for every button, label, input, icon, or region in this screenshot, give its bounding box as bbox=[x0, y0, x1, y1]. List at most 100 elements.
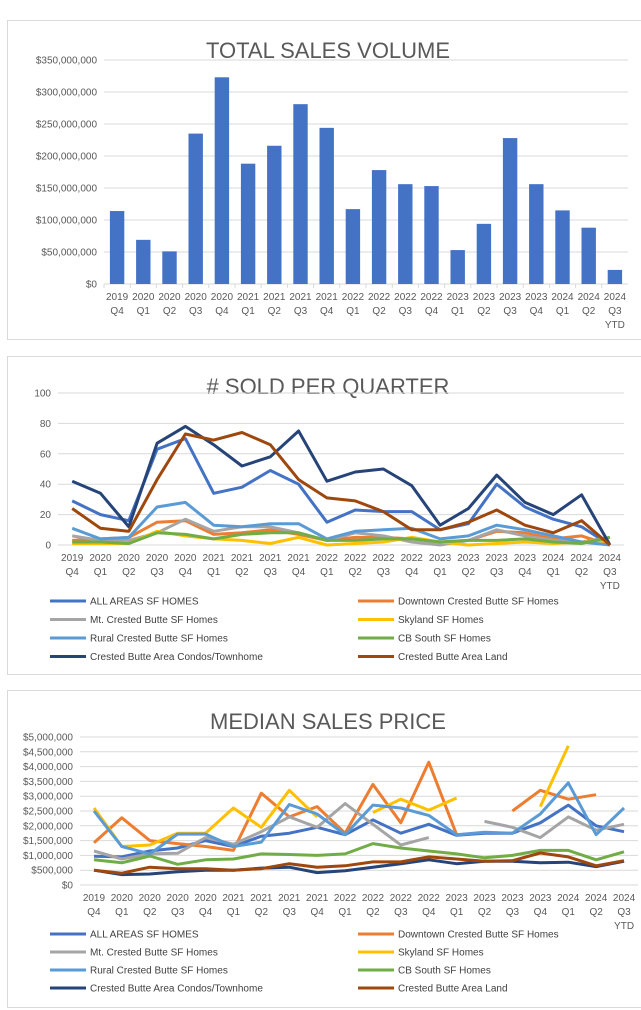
x-tick-label: 2019 Q4 bbox=[83, 893, 106, 918]
bar bbox=[607, 269, 623, 284]
legend-label: Crested Butte Area Condos/Townhome bbox=[90, 984, 263, 995]
x-tick-label: 2023 Q1 bbox=[429, 553, 452, 578]
legend-label: Downtown Crested Butte SF Homes bbox=[398, 597, 559, 608]
series-line bbox=[71, 431, 611, 547]
x-tick-label: 2023 Q3 bbox=[499, 292, 522, 317]
chart-title: MEDIAN SALES PRICE bbox=[210, 709, 446, 734]
x-tick-label: 2022 Q1 bbox=[316, 553, 339, 578]
x-tick-label: 2022 Q2 bbox=[344, 553, 367, 578]
x-tick-label: 2024 Q1 bbox=[551, 292, 574, 317]
x-tick-label: 2021 Q2 bbox=[250, 893, 273, 918]
x-tick-label: 2023 Q4 bbox=[529, 893, 552, 918]
x-tick-label: 2023 Q3 bbox=[486, 553, 509, 578]
x-tick-label: 2023 Q3 bbox=[501, 893, 524, 918]
x-tick-label: 2021 Q4 bbox=[287, 553, 310, 578]
bar bbox=[371, 170, 387, 284]
x-tick-label: 2021 Q4 bbox=[306, 893, 329, 918]
legend-label: Mt. Crested Butte SF Homes bbox=[90, 948, 218, 959]
bar bbox=[529, 184, 544, 284]
y-tick-label: $1,000,000 bbox=[23, 851, 73, 862]
x-tick-label: 2023 Q2 bbox=[473, 893, 496, 918]
legend-label: Crested Butte Area Land bbox=[398, 984, 508, 995]
y-tick-label: $150,000,000 bbox=[36, 184, 98, 195]
series-line bbox=[92, 760, 597, 852]
bar bbox=[345, 209, 361, 284]
y-tick-label: 20 bbox=[40, 510, 52, 521]
x-tick-label: 2021 Q2 bbox=[231, 553, 254, 578]
x-tick-label: 2021 Q2 bbox=[263, 292, 286, 317]
series-line bbox=[92, 781, 626, 856]
series-line bbox=[71, 437, 611, 547]
bar bbox=[476, 223, 492, 284]
total-sales-volume-panel: TOTAL SALES VOLUME $0 $50,000,000 $100,000… bbox=[7, 20, 641, 340]
chart-title: TOTAL SALES VOLUME bbox=[206, 38, 450, 63]
y-tick-label: $0 bbox=[86, 280, 98, 291]
x-tick-label: 2024 Q2 bbox=[570, 553, 593, 578]
y-tick-label: $350,000,000 bbox=[36, 56, 98, 67]
x-tick-label: 2020 Q2 bbox=[139, 893, 162, 918]
x-tick-label: 2023 Q1 bbox=[447, 292, 470, 317]
x-tick-label: 2020 Q3 bbox=[167, 893, 190, 918]
y-tick-label: $1,500,000 bbox=[23, 836, 73, 847]
x-tick-label: 2024 Q1 bbox=[557, 893, 580, 918]
y-tick-label: $50,000,000 bbox=[41, 248, 97, 259]
series-line bbox=[72, 531, 611, 545]
bar bbox=[188, 133, 203, 284]
bar bbox=[424, 186, 439, 284]
y-tick-label: $500,000 bbox=[31, 866, 73, 877]
series-line bbox=[71, 424, 612, 546]
x-tick-label: 2020 Q1 bbox=[89, 553, 112, 578]
x-tick-label: 2023 Q2 bbox=[457, 553, 480, 578]
x-tick-label: 2022 Q3 bbox=[390, 893, 413, 918]
y-tick-label: $5,000,000 bbox=[23, 733, 73, 744]
bar bbox=[109, 211, 125, 284]
y-tick-label: $3,000,000 bbox=[23, 792, 73, 803]
x-tick-label: 2022 Q4 bbox=[401, 553, 424, 578]
legend-label: Downtown Crested Butte SF Homes bbox=[398, 930, 559, 941]
chart-title: # SOLD PER QUARTER bbox=[207, 374, 450, 399]
legend-label: Mt. Crested Butte SF Homes bbox=[90, 615, 218, 626]
legend-label: Skyland SF Homes bbox=[398, 615, 484, 626]
series-line bbox=[93, 803, 625, 859]
x-tick-label: 2020 Q2 bbox=[158, 292, 181, 317]
x-tick-label: 2022 Q4 bbox=[418, 893, 441, 918]
x-tick-label: 2021 Q3 bbox=[289, 292, 312, 317]
y-tick-label: 80 bbox=[40, 419, 52, 430]
total-sales-volume-chart: TOTAL SALES VOLUME $0 $50,000,000 $100,000… bbox=[36, 38, 628, 331]
bar bbox=[267, 145, 282, 284]
y-tick-label: 100 bbox=[34, 389, 51, 400]
x-tick-label: 2022 Q1 bbox=[342, 292, 365, 317]
x-tick-label: 2020 Q1 bbox=[132, 292, 155, 317]
y-tick-label: $3,500,000 bbox=[23, 777, 73, 788]
x-tick-label: 2021 Q3 bbox=[278, 893, 301, 918]
bar bbox=[293, 104, 308, 284]
legend-label: ALL AREAS SF HOMES bbox=[90, 597, 199, 608]
sold-per-quarter-panel: # SOLD PER QUARTER 0 20 40 60 80 100 2019 Q4 202… bbox=[7, 356, 641, 675]
x-tick-label: 2022 Q3 bbox=[394, 292, 417, 317]
y-tick-label: $4,000,000 bbox=[23, 762, 73, 773]
x-tick-label: 2021 Q3 bbox=[259, 553, 282, 578]
x-tick-label: 2020 Q2 bbox=[118, 553, 141, 578]
series-line bbox=[93, 858, 625, 877]
x-tick-label: 2020 Q1 bbox=[111, 893, 134, 918]
bar bbox=[502, 138, 518, 284]
legend-label: CB South SF Homes bbox=[398, 634, 491, 645]
x-tick-label: 2024 Q3 YTD bbox=[604, 292, 627, 331]
x-tick-label: 2024 Q1 bbox=[542, 553, 565, 578]
bar bbox=[581, 227, 596, 284]
bar bbox=[240, 163, 256, 284]
y-tick-label: $2,000,000 bbox=[23, 821, 73, 832]
x-tick-label: 2023 Q4 bbox=[525, 292, 548, 317]
legend-label: Crested Butte Area Condos/Townhome bbox=[90, 652, 263, 663]
y-tick-label: 40 bbox=[40, 480, 52, 491]
x-tick-label: 2021 Q1 bbox=[237, 292, 260, 317]
median-sales-price-chart: MEDIAN SALES PRICE $0 $500,000 $1,000,000 $… bbox=[23, 709, 638, 995]
x-tick-label: 2020 Q3 bbox=[185, 292, 208, 317]
series-line bbox=[71, 500, 611, 547]
x-tick-label: 2022 Q2 bbox=[362, 893, 385, 918]
x-tick-label: 2020 Q4 bbox=[211, 292, 234, 317]
legend-label: Skyland SF Homes bbox=[398, 948, 484, 959]
legend-label: ALL AREAS SF HOMES bbox=[90, 930, 199, 941]
legend-label: Rural Crested Butte SF Homes bbox=[90, 966, 228, 977]
